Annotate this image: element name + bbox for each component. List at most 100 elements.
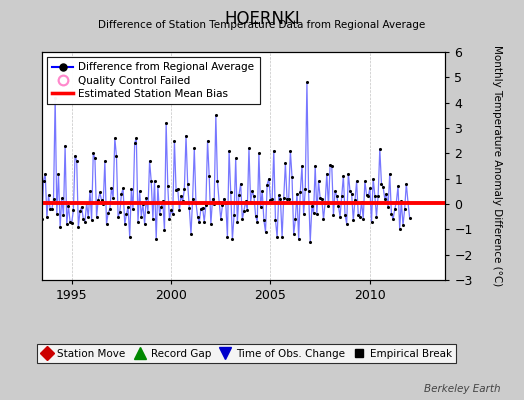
Point [382, 190, 390, 197]
Point [180, 186, 189, 192]
Point [219, 202, 227, 209]
Point [35, 178, 43, 185]
Point [150, 178, 159, 184]
Point [74, 224, 83, 230]
Point [88, 216, 96, 223]
Point [248, 188, 256, 194]
Point [318, 196, 326, 202]
Point [122, 211, 130, 218]
Point [29, 193, 38, 199]
Point [406, 214, 414, 221]
Point [233, 219, 242, 226]
Point [298, 163, 306, 169]
Point [144, 208, 152, 215]
Point [86, 188, 94, 194]
Point [319, 216, 328, 222]
Point [326, 162, 334, 168]
Point [99, 201, 107, 208]
Point [185, 205, 193, 211]
Point [199, 204, 207, 211]
Legend: Difference from Regional Average, Quality Control Failed, Estimated Station Mean: Difference from Regional Average, Qualit… [47, 57, 259, 104]
Point [242, 198, 250, 204]
Point [173, 186, 182, 192]
Point [152, 236, 160, 242]
Point [155, 211, 163, 217]
Point [354, 212, 363, 218]
Point [102, 221, 111, 228]
Point [192, 200, 200, 206]
Point [216, 216, 225, 222]
Point [346, 188, 354, 194]
Point [313, 211, 321, 217]
Point [147, 178, 156, 184]
Point [384, 204, 392, 210]
Point [162, 120, 170, 126]
Point [337, 193, 346, 199]
Point [226, 189, 235, 196]
Point [205, 173, 213, 180]
Point [341, 211, 349, 218]
Point [163, 183, 172, 190]
Point [324, 203, 333, 210]
Point [236, 180, 245, 187]
Point [190, 145, 199, 152]
Point [347, 191, 356, 197]
Point [101, 158, 109, 164]
Point [49, 196, 58, 202]
Point [386, 170, 394, 177]
Point [268, 196, 276, 202]
Point [206, 221, 215, 228]
Point [294, 236, 303, 243]
Point [175, 207, 183, 213]
Point [203, 138, 212, 144]
Point [357, 199, 366, 205]
Point [369, 176, 377, 182]
Point [183, 180, 192, 187]
Point [195, 219, 203, 226]
Point [41, 170, 49, 177]
Point [276, 195, 285, 202]
Y-axis label: Monthly Temperature Anomaly Difference (°C): Monthly Temperature Anomaly Difference (… [492, 45, 502, 287]
Point [311, 163, 320, 169]
Point [309, 210, 318, 216]
Point [48, 206, 56, 212]
Point [228, 236, 236, 243]
Point [273, 234, 281, 240]
Point [288, 174, 296, 180]
Point [81, 218, 89, 225]
Point [129, 206, 137, 213]
Point [281, 160, 290, 167]
Point [356, 214, 364, 220]
Point [182, 132, 190, 139]
Point [351, 197, 359, 204]
Point [343, 221, 351, 227]
Point [130, 140, 139, 146]
Point [377, 180, 386, 187]
Point [79, 216, 88, 222]
Point [139, 200, 147, 207]
Point [230, 212, 238, 219]
Point [331, 188, 339, 194]
Point [39, 178, 48, 184]
Point [344, 170, 353, 177]
Point [59, 212, 68, 218]
Point [149, 216, 157, 222]
Point [114, 214, 122, 220]
Point [376, 146, 384, 152]
Point [64, 203, 73, 209]
Point [252, 212, 260, 219]
Point [117, 191, 126, 198]
Point [361, 178, 369, 184]
Point [303, 79, 311, 86]
Point [266, 197, 275, 203]
Point [261, 229, 270, 235]
Point [106, 206, 114, 212]
Point [145, 158, 154, 164]
Point [374, 192, 383, 199]
Point [160, 227, 169, 234]
Point [296, 188, 304, 195]
Point [62, 221, 71, 228]
Point [389, 216, 397, 222]
Point [250, 193, 258, 199]
Point [399, 222, 407, 228]
